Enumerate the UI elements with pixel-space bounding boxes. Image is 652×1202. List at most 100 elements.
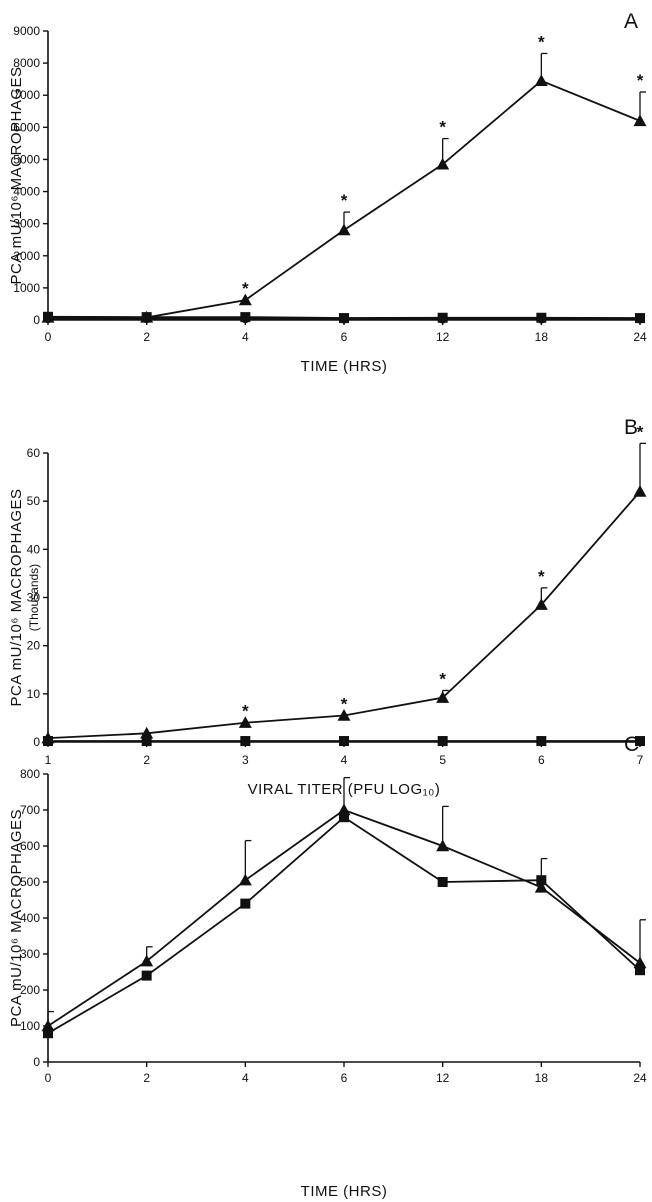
y-tick-label: 200	[20, 983, 40, 997]
y-tick-label: 9000	[13, 24, 40, 38]
data-point-triangle	[41, 1019, 55, 1032]
data-point-square	[635, 736, 645, 747]
y-tick-label: 30	[27, 591, 41, 605]
data-point-triangle	[436, 691, 450, 703]
significance-star: *	[637, 422, 644, 441]
data-point-square	[536, 312, 547, 323]
data-point-square	[141, 970, 152, 981]
data-point-triangle	[436, 839, 450, 852]
x-tick-label: 3	[242, 753, 249, 767]
y-tick-label: 800	[20, 767, 40, 781]
series-triangle	[41, 776, 647, 1032]
data-point-triangle	[140, 726, 154, 739]
y-tick-label: 1000	[13, 281, 40, 295]
significance-star: *	[242, 279, 249, 298]
x-tick-label: 6	[538, 753, 545, 767]
x-tick-label: 2	[143, 1071, 150, 1085]
data-point-square	[635, 313, 645, 324]
y-tick-label: 700	[20, 803, 40, 817]
y-tick-label: 50	[27, 494, 41, 508]
y-tick-label: 600	[20, 839, 40, 853]
data-point-triangle	[633, 485, 647, 497]
data-point-square	[536, 736, 547, 747]
x-axis-title: TIME (HRS)	[301, 1183, 388, 1200]
significance-star: *	[538, 32, 545, 51]
y-tick-label: 5000	[13, 152, 40, 166]
x-tick-label: 4	[242, 330, 249, 344]
x-tick-label: 0	[45, 330, 52, 344]
y-tick-label: 60	[27, 446, 41, 460]
data-point-triangle	[238, 716, 252, 728]
data-point-square	[437, 736, 448, 747]
y-tick-label: 0	[33, 1055, 40, 1069]
significance-star: *	[439, 118, 446, 137]
y-tick-label: 0	[33, 735, 40, 749]
significance-star: *	[341, 695, 348, 714]
series-square	[43, 736, 645, 747]
x-axis-title: TIME (HRS)	[301, 358, 388, 375]
data-point-triangle	[337, 223, 351, 236]
x-tick-label: 24	[633, 1071, 647, 1085]
data-point-triangle	[534, 598, 548, 610]
series-triangle: * * * * *	[41, 422, 647, 744]
data-point-square	[339, 313, 349, 324]
y-tick-label: 0	[33, 313, 40, 327]
data-point-square	[141, 736, 152, 747]
y-tick-label: 4000	[13, 185, 40, 199]
x-tick-label: 12	[436, 330, 450, 344]
x-tick-label: 7	[637, 753, 644, 767]
panel-letter: A	[624, 10, 638, 33]
data-point-triangle	[238, 293, 252, 306]
x-tick-label: 24	[633, 330, 647, 344]
x-tick-label: 12	[436, 1071, 450, 1085]
data-point-triangle	[41, 731, 55, 744]
series-line	[47, 816, 641, 1034]
data-point-triangle	[337, 803, 351, 816]
data-point-square	[635, 965, 645, 976]
data-point-square	[240, 898, 251, 909]
y-axis-subtitle: (Thousands)	[27, 564, 41, 631]
y-tick-label: 10	[27, 687, 41, 701]
series-triangle: * * * * *	[41, 32, 647, 323]
y-axis-title: PCA mU/10⁶ MACROPHAGES	[8, 66, 25, 284]
data-point-triangle	[238, 873, 252, 886]
y-tick-label: 100	[20, 1019, 40, 1033]
y-tick-label: 8000	[13, 56, 40, 70]
data-point-triangle	[140, 310, 154, 323]
significance-star: *	[538, 567, 545, 586]
panel-letter: C	[624, 733, 639, 756]
y-tick-label: 20	[27, 639, 41, 653]
data-point-square	[437, 312, 448, 323]
y-tick-label: 2000	[13, 249, 40, 263]
data-point-square	[43, 1028, 53, 1039]
data-point-triangle	[337, 709, 351, 721]
y-axis-title: PCA mU/10⁶ MACROPHAGES	[8, 809, 25, 1027]
data-point-square	[339, 812, 349, 823]
data-point-square	[240, 312, 251, 323]
significance-star: *	[341, 191, 348, 210]
x-tick-label: 18	[535, 1071, 549, 1085]
x-tick-label: 2	[143, 330, 150, 344]
x-tick-label: 6	[341, 1071, 348, 1085]
series-square	[43, 812, 645, 1039]
x-tick-label: 1	[45, 753, 52, 767]
panel-letter: B	[624, 416, 638, 439]
data-point-triangle	[140, 954, 154, 967]
y-tick-label: 500	[20, 875, 40, 889]
y-tick-label: 300	[20, 947, 40, 961]
significance-star: *	[242, 702, 249, 721]
y-tick-label: 40	[27, 542, 41, 556]
y-tick-label: 3000	[13, 217, 40, 231]
x-tick-label: 18	[535, 330, 549, 344]
x-tick-label: 4	[242, 1071, 249, 1085]
x-tick-label: 0	[45, 1071, 52, 1085]
x-tick-label: 4	[341, 753, 348, 767]
series-line	[47, 808, 641, 1027]
data-point-square	[240, 736, 251, 747]
y-tick-label: 7000	[13, 88, 40, 102]
data-point-triangle	[41, 310, 55, 323]
data-point-triangle	[633, 956, 647, 969]
